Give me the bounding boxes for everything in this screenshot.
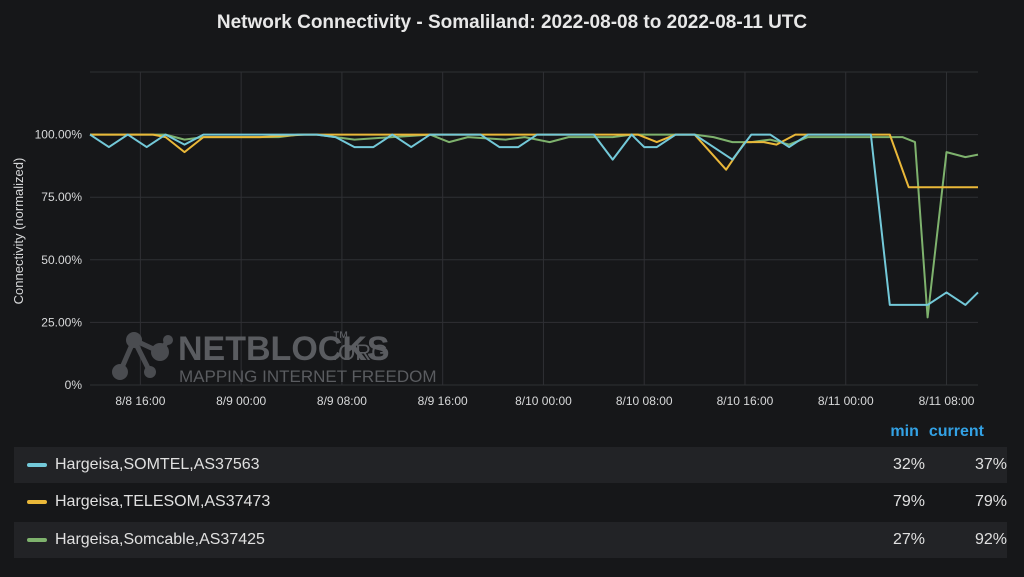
legend-series-name[interactable]: Hargeisa,Somcable,AS37425 (55, 531, 265, 548)
x-tick-label: 8/11 00:00 (818, 394, 874, 408)
grid-lines (90, 71, 978, 386)
x-tick-label: 8/10 16:00 (717, 394, 774, 408)
watermark-brand: NETBLOCKS (178, 330, 390, 368)
y-axis-label: Connectivity (normalized) (11, 158, 26, 305)
legend-series-name[interactable]: Hargeisa,SOMTEL,AS37563 (55, 456, 260, 473)
watermark-tm: ™ (332, 328, 349, 347)
legend-min-value: 27% (892, 531, 925, 548)
network-nodes-icon (112, 332, 173, 380)
x-tick-label: 8/8 16:00 (115, 394, 165, 408)
series-line (90, 133, 979, 319)
legend-row-somtel[interactable]: Hargeisa,SOMTEL,AS37563 32% 37% (14, 447, 1007, 483)
legend-header: min current (880, 423, 984, 441)
series-lines (89, 133, 979, 319)
legend-row-somcable[interactable]: Hargeisa,Somcable,AS37425 27% 92% (14, 522, 1007, 558)
y-tick-label: 100.00% (35, 128, 83, 142)
y-tick-label: 0% (65, 378, 83, 392)
legend-swatch (27, 500, 47, 504)
y-tick-label: 25.00% (41, 315, 82, 329)
x-tick-label: 8/9 16:00 (418, 394, 468, 408)
legend-current-value: 79% (974, 493, 1007, 510)
x-tick-label: 8/10 00:00 (515, 394, 572, 408)
watermark-org: .ORG (332, 340, 388, 365)
x-axis-ticks: 8/8 16:00 8/9 00:00 8/9 08:00 8/9 16:00 8/10… (115, 394, 974, 408)
legend-current-value: 37% (974, 456, 1007, 473)
line-chart: NETBLOCKS ™ .ORG MAPPING INTERNET FREEDO… (11, 71, 979, 408)
y-tick-label: 75.00% (41, 190, 82, 204)
legend-swatch (27, 463, 47, 467)
legend-row-telesom[interactable]: Hargeisa,TELESOM,AS37473 79% 79% (14, 484, 1007, 520)
legend-min-value: 32% (892, 456, 925, 473)
x-tick-label: 8/9 08:00 (317, 394, 367, 408)
series-line (89, 133, 979, 306)
y-axis-ticks: 0% 25.00% 50.00% 75.00% 100.00% (35, 128, 83, 392)
legend-swatch (27, 538, 47, 542)
x-tick-label: 8/10 08:00 (616, 394, 673, 408)
legend-current-value: 92% (974, 531, 1007, 548)
legend-col-min[interactable]: min (890, 423, 919, 440)
x-tick-label: 8/11 08:00 (919, 394, 975, 408)
series-line (90, 133, 978, 189)
legend-min-value: 79% (892, 493, 925, 510)
chart-title: Network Connectivity - Somaliland: 2022-… (216, 12, 808, 33)
y-tick-label: 50.00% (41, 253, 82, 267)
legend-series-name[interactable]: Hargeisa,TELESOM,AS37473 (55, 493, 271, 510)
legend-col-current[interactable]: current (928, 423, 984, 440)
watermark-tagline: MAPPING INTERNET FREEDOM (179, 367, 437, 386)
netblocks-watermark: NETBLOCKS ™ .ORG MAPPING INTERNET FREEDO… (112, 328, 437, 386)
x-tick-label: 8/9 00:00 (216, 394, 266, 408)
